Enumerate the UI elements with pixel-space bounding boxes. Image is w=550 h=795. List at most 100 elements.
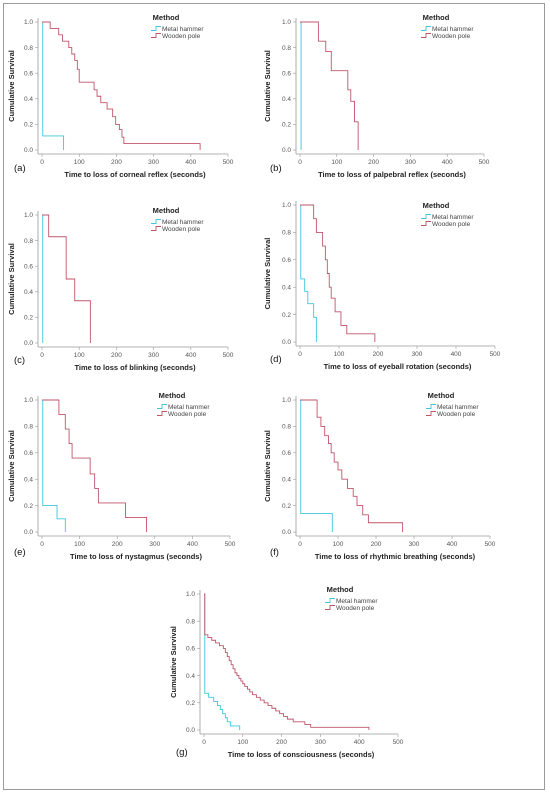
y-tick-label: 0.4 (24, 476, 33, 483)
survival-curve-metal-hammer (42, 214, 44, 343)
legend-entry: Wooden pole (432, 33, 471, 40)
legend-entry: Metal hammer (168, 404, 210, 411)
x-tick-label: 100 (237, 739, 248, 746)
x-axis-title: Time to loss of corneal reflex (seconds) (64, 170, 206, 179)
chart-panel-6: 0 100 200 300 400 500 0.0 0.2 0.4 0.6 0.8 1.0 Time t… (263, 391, 496, 561)
x-tick-label: 500 (479, 159, 490, 166)
x-tick-label: 400 (185, 352, 196, 359)
survival-curve-wooden-pole (300, 21, 359, 150)
legend-title: Method (327, 585, 354, 594)
y-tick-label: 0.8 (24, 238, 33, 245)
x-tick-label: 500 (223, 159, 234, 166)
legend-title: Method (159, 391, 186, 400)
y-axis-title: Cumulative Survival (7, 50, 16, 122)
y-tick-label: 0.4 (186, 673, 195, 680)
x-axis-title: Time to loss of blinking (seconds) (74, 363, 196, 372)
x-tick-label: 500 (393, 739, 404, 746)
survival-curve-metal-hammer (204, 593, 241, 730)
x-tick-label: 100 (74, 541, 85, 548)
x-tick-label: 100 (331, 159, 342, 166)
x-tick-label: 100 (333, 541, 344, 548)
panel-label: (e) (14, 547, 26, 558)
chart-panel-7: 0 100 200 300 400 500 0.0 0.2 0.4 0.6 0.8 1.0 Time t… (169, 585, 404, 759)
y-tick-label: 0.8 (24, 424, 33, 431)
panel-label: (d) (270, 354, 282, 365)
y-tick-label: 1.0 (24, 19, 33, 26)
y-tick-label: 0.6 (24, 70, 33, 77)
legend-swatch (426, 411, 436, 416)
survival-curve-wooden-pole (42, 21, 201, 150)
x-tick-label: 500 (225, 541, 236, 548)
survival-curve-metal-hammer (300, 21, 302, 150)
legend-entry: Metal hammer (432, 26, 474, 33)
y-tick-label: 0.2 (282, 312, 291, 319)
panel-label: (f) (270, 547, 279, 558)
legend-swatch (157, 411, 167, 416)
y-tick-label: 1.0 (282, 19, 291, 26)
y-axis-title: Cumulative Survival (263, 238, 272, 310)
legend-entry: Wooden pole (168, 411, 207, 418)
y-tick-label: 0.2 (282, 503, 291, 510)
y-tick-label: 0.6 (186, 646, 195, 653)
survival-curve-wooden-pole (42, 399, 147, 532)
panel-label: (g) (176, 747, 188, 758)
y-tick-label: 0.4 (282, 284, 291, 291)
x-tick-label: 100 (74, 352, 85, 359)
x-tick-label: 0 (40, 541, 44, 548)
y-tick-label: 0.8 (282, 424, 291, 431)
x-tick-label: 300 (148, 159, 159, 166)
survival-curve-metal-hammer (42, 399, 66, 532)
panel-label: (b) (270, 163, 282, 174)
y-tick-label: 0.6 (282, 70, 291, 77)
legend-title: Method (153, 206, 180, 215)
y-tick-label: 0.8 (186, 618, 195, 625)
y-tick-label: 1.0 (282, 202, 291, 209)
y-tick-label: 0.4 (282, 476, 291, 483)
x-tick-label: 0 (298, 159, 302, 166)
x-tick-label: 400 (185, 159, 196, 166)
y-tick-label: 0.6 (282, 257, 291, 264)
y-tick-label: 0.2 (24, 315, 33, 322)
x-tick-label: 100 (334, 351, 345, 358)
x-tick-label: 400 (447, 541, 458, 548)
y-tick-label: 0.0 (282, 147, 291, 154)
legend-swatch (421, 221, 431, 226)
chart-panel-1: 0 100 200 300 400 500 0.0 0.2 0.4 0.6 0.8 1.0 Time t… (7, 13, 234, 179)
x-tick-label: 0 (202, 739, 206, 746)
legend-swatch (421, 214, 431, 219)
x-tick-label: 500 (223, 352, 234, 359)
legend-swatch (325, 605, 335, 610)
x-tick-label: 200 (276, 739, 287, 746)
x-tick-label: 200 (112, 541, 123, 548)
y-tick-label: 0.4 (24, 96, 33, 103)
figure-frame (3, 3, 545, 790)
y-tick-label: 0.0 (24, 529, 33, 536)
y-axis-title: Cumulative Survival (263, 50, 272, 122)
y-tick-label: 0.0 (24, 147, 33, 154)
legend-swatch (157, 404, 167, 409)
legend-entry: Wooden pole (162, 33, 201, 40)
survival-curve-wooden-pole (300, 399, 404, 532)
x-tick-label: 300 (409, 541, 420, 548)
legend-swatch (421, 26, 431, 31)
y-tick-label: 0.0 (282, 339, 291, 346)
chart-panel-2: 0 100 200 300 400 500 0.0 0.2 0.4 0.6 0.8 1.0 Time t… (263, 13, 490, 179)
legend-entry: Metal hammer (336, 598, 378, 605)
y-tick-label: 1.0 (186, 591, 195, 598)
x-tick-label: 100 (74, 159, 85, 166)
x-tick-label: 300 (148, 352, 159, 359)
survival-curve-wooden-pole (42, 214, 91, 343)
survival-curve-wooden-pole (300, 204, 376, 342)
x-tick-label: 0 (298, 541, 302, 548)
panel-label: (a) (14, 163, 26, 174)
legend-entry: Metal hammer (162, 26, 204, 33)
x-tick-label: 200 (371, 541, 382, 548)
x-tick-label: 300 (149, 541, 160, 548)
x-tick-label: 0 (40, 352, 44, 359)
legend-entry: Metal hammer (432, 214, 474, 221)
